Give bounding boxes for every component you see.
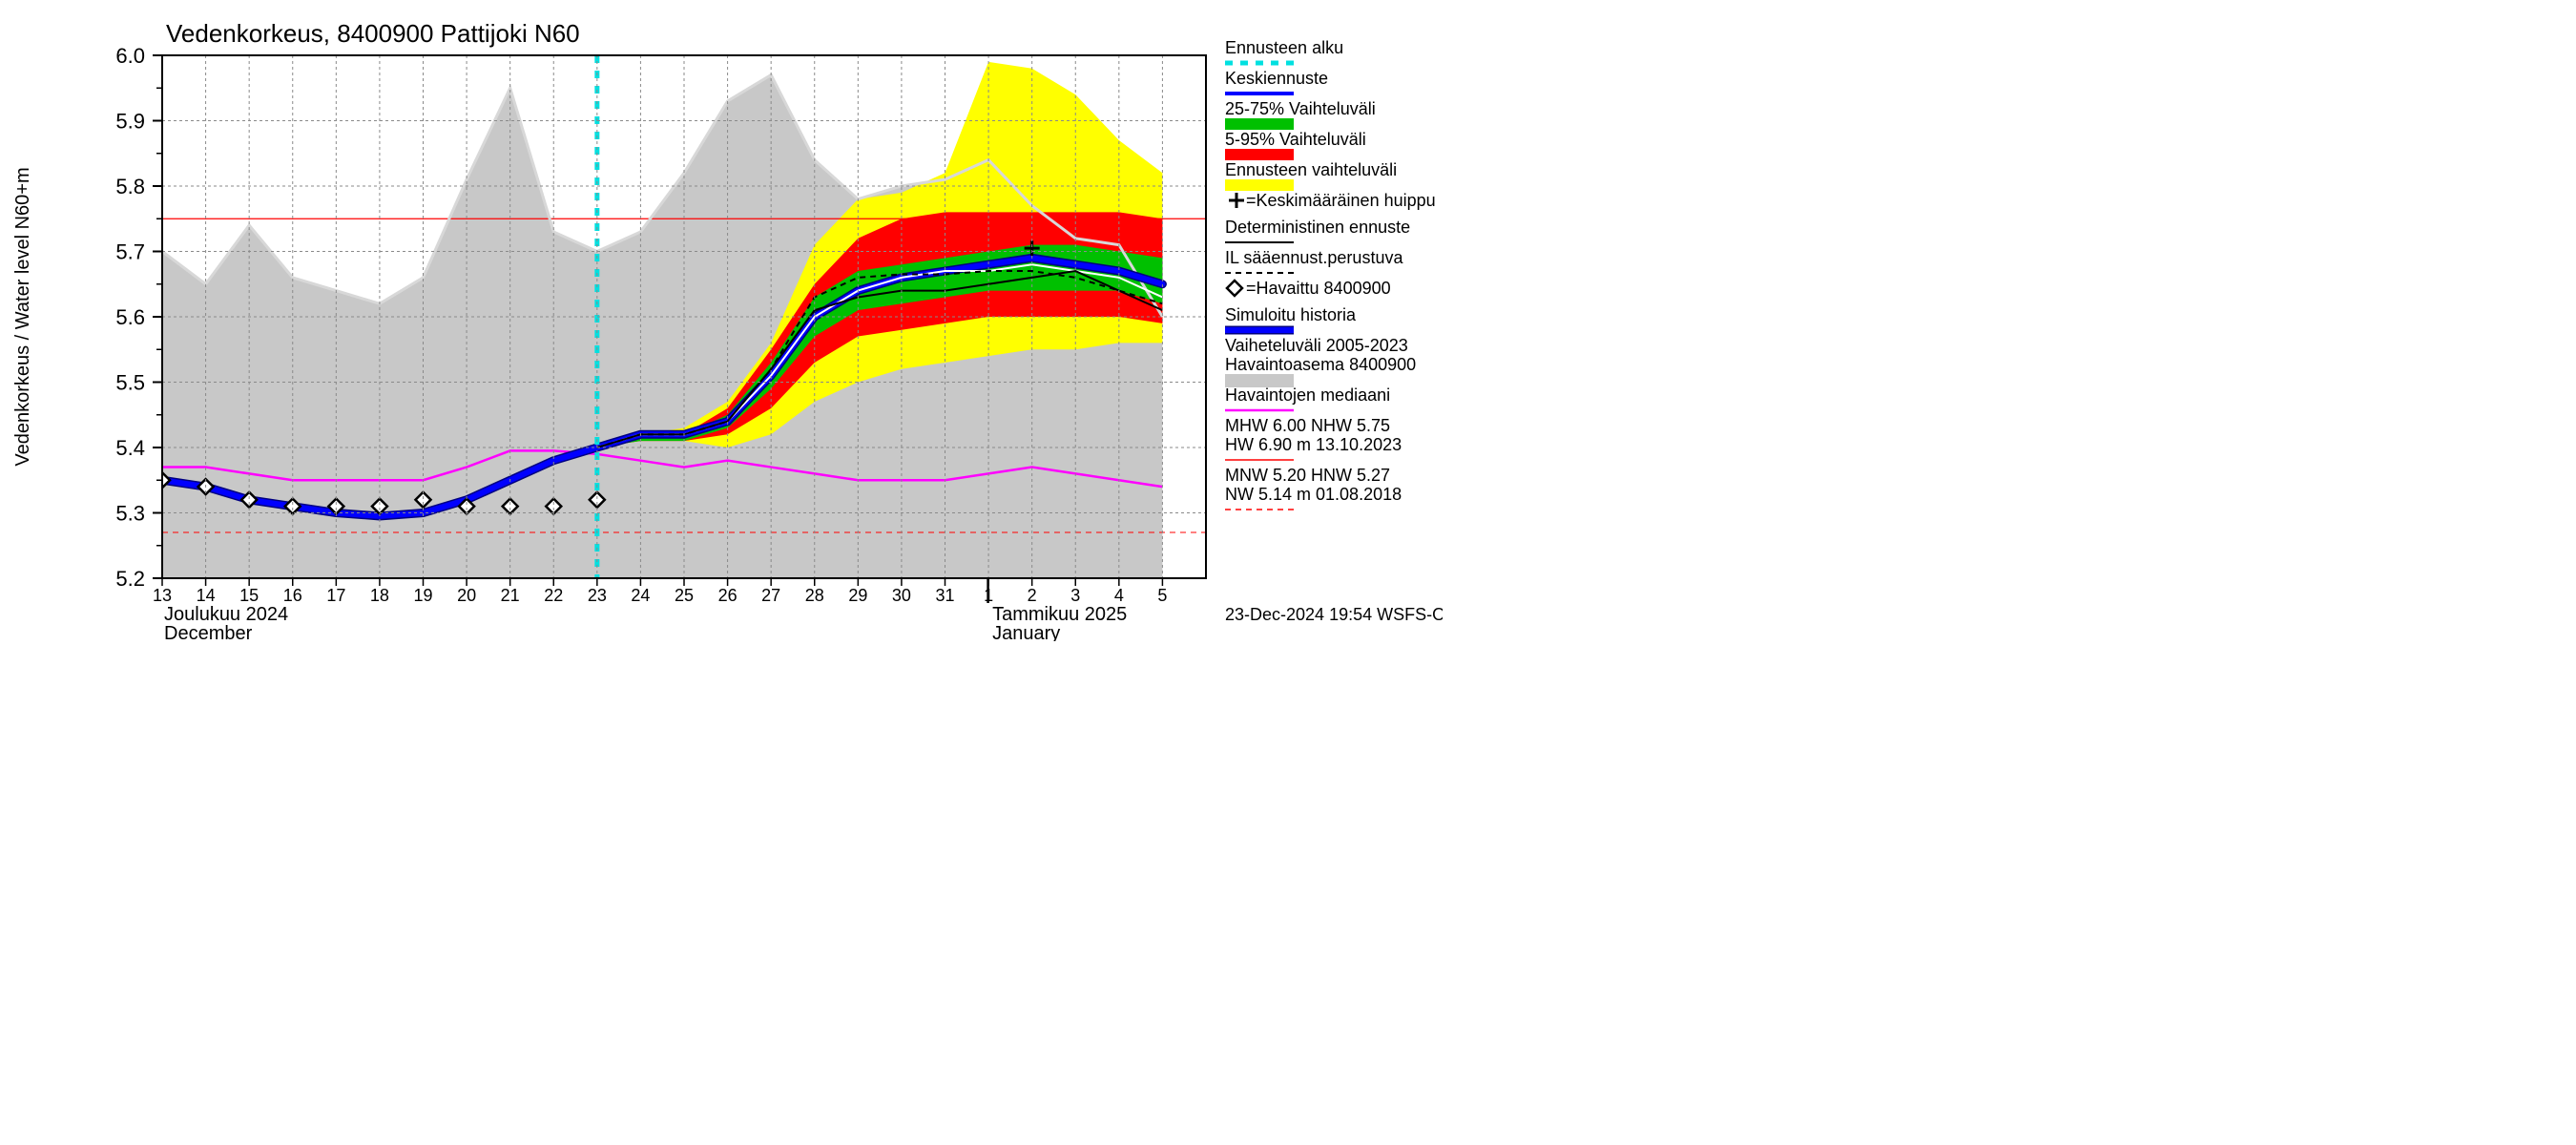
x-tick-label: 31: [935, 586, 954, 605]
x-tick-label: 30: [892, 586, 911, 605]
legend-label: 25-75% Vaihteluväli: [1225, 99, 1376, 118]
chart-title: Vedenkorkeus, 8400900 Pattijoki N60: [166, 19, 580, 48]
x-tick-label: 20: [457, 586, 476, 605]
legend-swatch: [1225, 149, 1294, 160]
legend-label: Havaintojen mediaani: [1225, 385, 1390, 405]
legend-label: Havaintoasema 8400900: [1225, 355, 1416, 374]
legend-label: Ennusteen alku: [1225, 38, 1343, 57]
x-tick-label: 16: [283, 586, 302, 605]
legend-label: NW 5.14 m 01.08.2018: [1225, 485, 1402, 504]
x-tick-label: 27: [761, 586, 780, 605]
y-tick-label: 5.7: [115, 240, 145, 264]
legend-swatch: [1229, 193, 1244, 208]
y-axis-label: Vedenkorkeus / Water level N60+m: [12, 167, 33, 466]
legend-label: Vaiheteluväli 2005-2023: [1225, 336, 1408, 355]
x-tick-label: 22: [544, 586, 563, 605]
x-tick-label: 25: [675, 586, 694, 605]
x-tick-label: 29: [848, 586, 867, 605]
footer-timestamp: 23-Dec-2024 19:54 WSFS-O: [1225, 605, 1443, 624]
x-tick-label: 2: [1028, 586, 1037, 605]
chart-svg: 5.2 5.3 5.4 5.5 5.6 5.7 5.8 5.9 6.0 13 14 15 16 17 18 1…: [0, 0, 1443, 641]
legend-label: Simuloitu historia: [1225, 305, 1357, 324]
legend-swatch: [1225, 118, 1294, 130]
month-left-en: December: [164, 623, 253, 641]
y-tick-label: 5.3: [115, 502, 145, 526]
month-right-fi: Tammikuu 2025: [992, 604, 1127, 625]
legend-label: Deterministinen ennuste: [1225, 218, 1410, 237]
y-tick-label: 5.9: [115, 110, 145, 134]
legend-label: IL sääennust.perustuva: [1225, 248, 1403, 267]
x-tick-label: 17: [326, 586, 345, 605]
legend-label: Ennusteen vaihteluväli: [1225, 160, 1397, 179]
x-tick-label: 14: [197, 586, 216, 605]
y-tick-label: 5.5: [115, 371, 145, 395]
legend-label: =Keskimääräinen huippu: [1246, 191, 1436, 210]
x-tick-label: 15: [239, 586, 259, 605]
x-tick-label: 23: [588, 586, 607, 605]
legend-label: MHW 6.00 NHW 5.75: [1225, 416, 1390, 435]
x-tick-label: 28: [805, 586, 824, 605]
x-tick-label: 4: [1114, 586, 1124, 605]
legend-swatch: [1227, 281, 1242, 296]
legend-label: Keskiennuste: [1225, 69, 1328, 88]
x-tick-label: 5: [1157, 586, 1167, 605]
month-right-en: January: [992, 623, 1060, 641]
x-tick-label: 24: [631, 586, 650, 605]
y-tick-label: 5.2: [115, 567, 145, 591]
legend-swatch: [1225, 179, 1294, 191]
y-tick-label: 5.6: [115, 305, 145, 329]
x-tick-label: 3: [1070, 586, 1080, 605]
legend-label: HW 6.90 m 13.10.2023: [1225, 435, 1402, 454]
x-tick-label: 18: [370, 586, 389, 605]
x-tick-label: 26: [718, 586, 737, 605]
y-tick-label: 6.0: [115, 44, 145, 68]
y-tick-label: 5.4: [115, 436, 145, 460]
legend-label: =Havaittu 8400900: [1246, 279, 1391, 298]
legend-label: MNW 5.20 HNW 5.27: [1225, 466, 1390, 485]
month-left-fi: Joulukuu 2024: [164, 604, 288, 625]
x-tick-label: 13: [153, 586, 172, 605]
legend-label: 5-95% Vaihteluväli: [1225, 130, 1366, 149]
chart-stage: 5.2 5.3 5.4 5.5 5.6 5.7 5.8 5.9 6.0 13 14 15 16 17 18 1…: [0, 0, 1443, 641]
x-tick-label: 19: [413, 586, 432, 605]
x-tick-label: 21: [501, 586, 520, 605]
y-tick-label: 5.8: [115, 175, 145, 198]
